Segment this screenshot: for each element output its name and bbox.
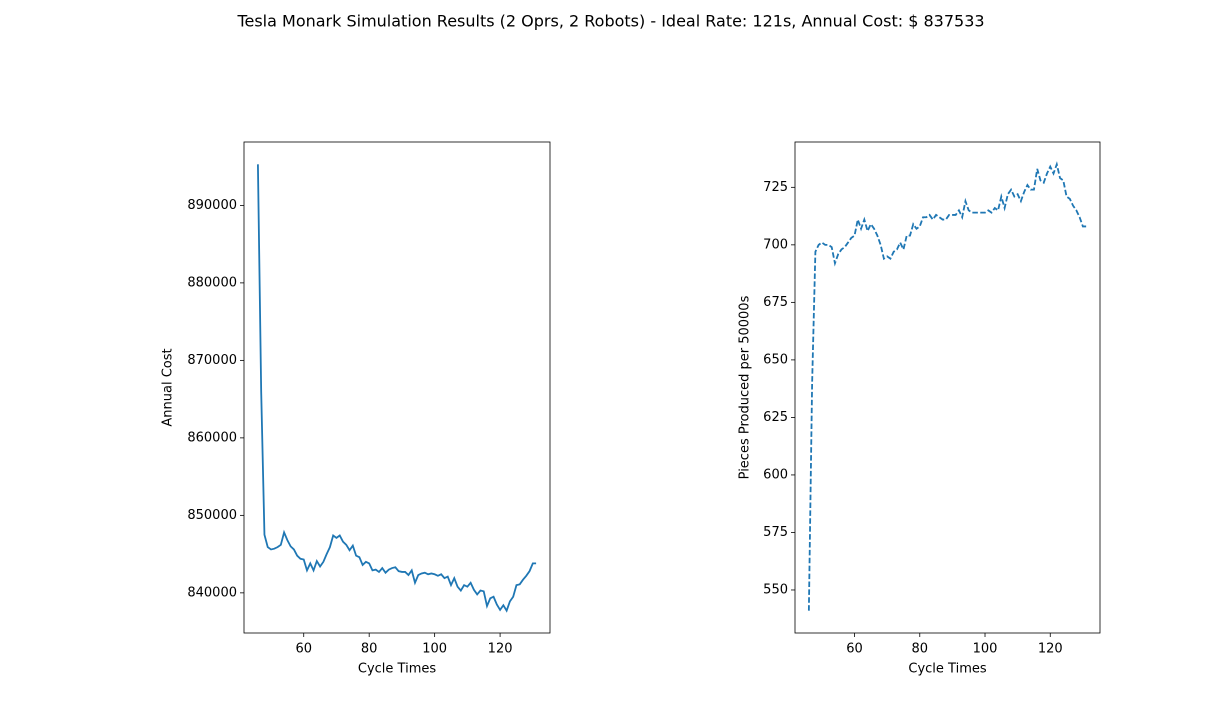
x-axis-label: Cycle Times <box>358 662 436 677</box>
x-tick-label: 100 <box>422 642 447 657</box>
x-tick-label: 120 <box>488 642 513 657</box>
data-line <box>807 161 1087 611</box>
x-tick-label: 60 <box>846 642 863 657</box>
y-tick-label: 625 <box>763 410 788 425</box>
x-tick-label: 80 <box>911 642 928 657</box>
y-tick-label: 550 <box>763 582 788 597</box>
y-tick-label: 700 <box>763 237 788 252</box>
axes-frame <box>243 141 551 634</box>
axes-frame <box>794 141 1101 634</box>
y-tick-label: 650 <box>763 352 788 367</box>
y-tick-label: 600 <box>763 467 788 482</box>
y-tick-label: 880000 <box>187 275 237 290</box>
x-axis-label: Cycle Times <box>908 662 986 677</box>
y-tick-label: 890000 <box>187 198 237 213</box>
x-tick-label: 80 <box>361 642 378 657</box>
y-tick-label: 840000 <box>187 585 237 600</box>
y-tick-label: 575 <box>763 525 788 540</box>
y-axis-label: Pieces Produced per 50000s <box>738 295 753 479</box>
y-axis-label: Annual Cost <box>161 348 176 426</box>
y-tick-label: 870000 <box>187 353 237 368</box>
figure-title: Tesla Monark Simulation Results (2 Oprs,… <box>236 12 984 31</box>
y-tick-label: 860000 <box>187 430 237 445</box>
y-tick-label: 675 <box>763 295 788 310</box>
x-tick-label: 100 <box>973 642 998 657</box>
data-line <box>257 164 537 613</box>
x-tick-label: 120 <box>1038 642 1063 657</box>
y-tick-label: 725 <box>763 180 788 195</box>
y-tick-label: 850000 <box>187 508 237 523</box>
x-tick-label: 60 <box>295 642 312 657</box>
